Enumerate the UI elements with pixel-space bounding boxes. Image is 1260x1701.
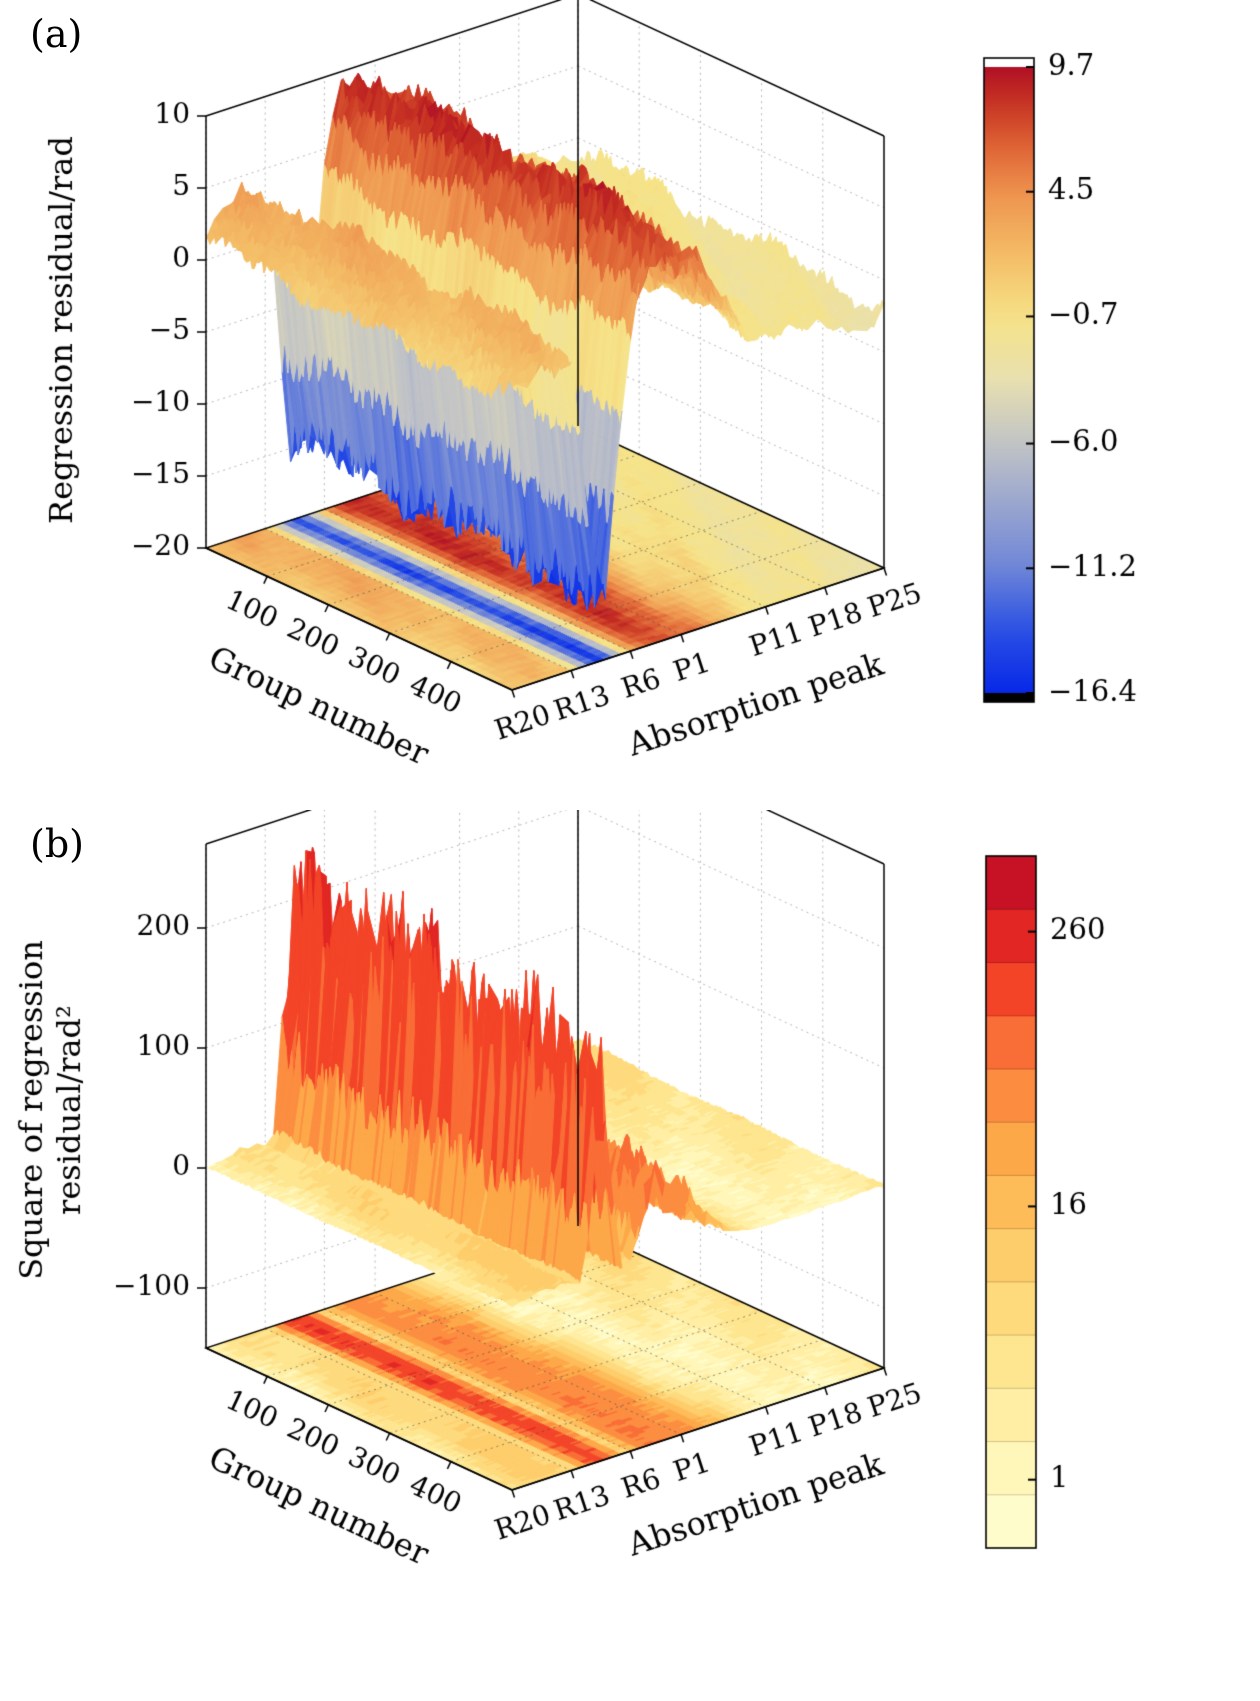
panel-b: (b) [0, 810, 1260, 1701]
surface-plot-b-canvas [0, 810, 1260, 1701]
panel-a: (a) [0, 0, 1260, 810]
panel-a-label: (a) [30, 12, 83, 56]
panel-b-label: (b) [30, 822, 84, 866]
surface-plot-a-canvas [0, 0, 1260, 810]
